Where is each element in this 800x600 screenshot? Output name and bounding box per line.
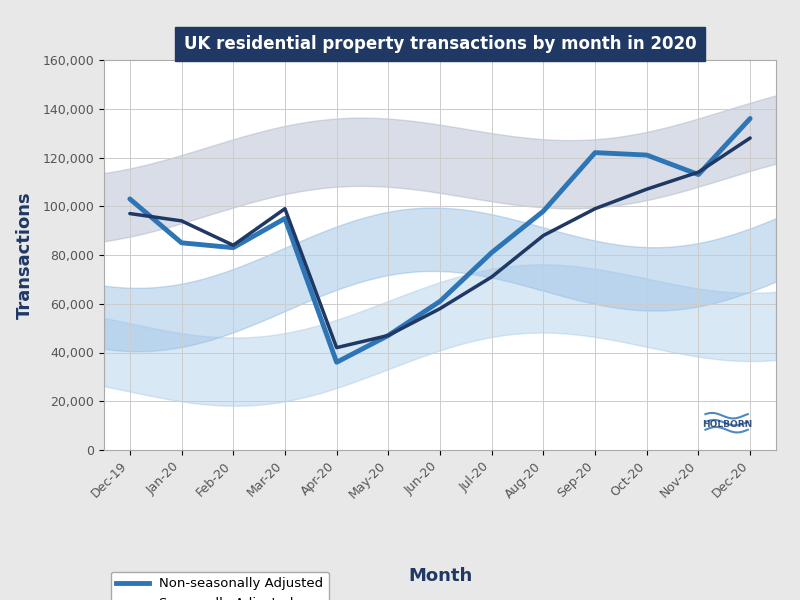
Y-axis label: Transactions: Transactions xyxy=(16,191,34,319)
Text: HOLBORN: HOLBORN xyxy=(702,419,753,428)
Title: UK residential property transactions by month in 2020: UK residential property transactions by … xyxy=(184,35,696,53)
Text: Month: Month xyxy=(408,567,472,585)
Legend: Non-seasonally Adjusted, Seasonally Adjusted: Non-seasonally Adjusted, Seasonally Adju… xyxy=(110,572,329,600)
